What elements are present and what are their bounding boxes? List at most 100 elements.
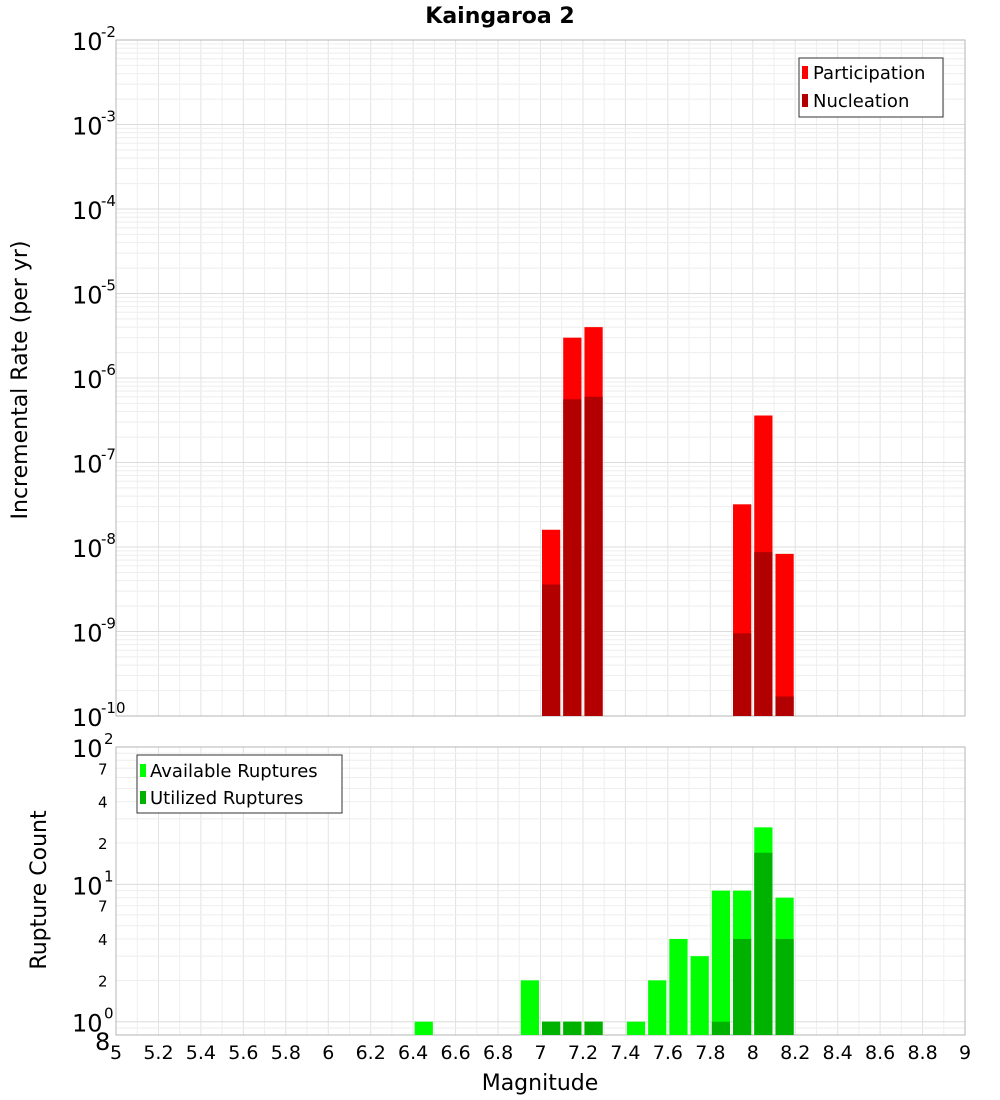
plot-frame xyxy=(115,746,966,1036)
bottom-legend: Available Ruptures Utilized Ruptures xyxy=(136,754,343,814)
top-panel-bars xyxy=(542,327,794,716)
y-minor-tick-label: 7 xyxy=(98,760,108,778)
bar-nucleation xyxy=(542,584,561,716)
legend-label: Nucleation xyxy=(813,91,909,112)
y-tick-label: 10 1 xyxy=(72,867,114,900)
bar-available-ruptures xyxy=(690,956,709,1035)
bar-available-ruptures xyxy=(669,939,688,1035)
bar-nucleation xyxy=(584,396,603,716)
legend-swatch xyxy=(802,66,808,79)
x-tick-label: 8 xyxy=(747,1042,759,1064)
y-tick-label: 10-9 xyxy=(72,615,116,648)
y-tick-exponent: 2 xyxy=(104,730,114,748)
top-legend: Participation Nucleation xyxy=(798,57,944,118)
x-tick-label: 8.4 xyxy=(823,1042,853,1064)
x-tick-label: 5.4 xyxy=(186,1042,216,1064)
bar-nucleation xyxy=(733,633,752,716)
y-tick-exponent: -8 xyxy=(101,530,116,548)
x-tick-label: 6.8 xyxy=(483,1042,513,1064)
bar-available-ruptures xyxy=(520,980,539,1035)
x-tick-label: 5.6 xyxy=(228,1042,258,1064)
y-tick-base: 10 xyxy=(72,1010,103,1038)
x-tick-label: 5.8 xyxy=(271,1042,301,1064)
top-panel-grid xyxy=(115,39,966,717)
y-tick-label: 10-10 xyxy=(72,699,126,732)
y-tick-base: 10 xyxy=(72,704,103,732)
y-tick-exponent: -5 xyxy=(101,277,116,295)
y-tick-base: 10 xyxy=(72,197,103,225)
x-tick-label: 5 xyxy=(110,1042,122,1064)
x-tick-label: 6.4 xyxy=(398,1042,428,1064)
y-tick-base: 10 xyxy=(72,620,103,648)
y-minor-tick-label: 8 xyxy=(95,1028,110,1056)
bar-utilized-ruptures xyxy=(733,939,752,1035)
y-tick-exponent: -4 xyxy=(101,192,116,210)
y-tick-exponent: 0 xyxy=(104,1005,114,1023)
bar-nucleation xyxy=(754,552,773,716)
y-tick-exponent: -6 xyxy=(101,361,116,379)
y-tick-exponent: -2 xyxy=(101,23,116,41)
x-tick-label: 7.6 xyxy=(653,1042,683,1064)
bar-nucleation xyxy=(775,696,794,716)
bottom-y-axis-label: Rupture Count xyxy=(27,810,52,970)
legend-swatch xyxy=(140,791,146,804)
bar-nucleation xyxy=(563,399,582,716)
y-tick-base: 10 xyxy=(72,113,103,141)
x-tick-label: 6.2 xyxy=(356,1042,386,1064)
bar-available-ruptures xyxy=(626,1021,646,1035)
legend-swatch xyxy=(140,764,146,777)
bar-participation xyxy=(775,553,794,716)
y-tick-label: 10-7 xyxy=(72,446,116,479)
y-tick-label: 10-4 xyxy=(72,192,116,225)
y-tick-base: 10 xyxy=(72,366,103,394)
legend-label: Utilized Ruptures xyxy=(150,788,303,809)
y-tick-exponent: -7 xyxy=(101,446,116,464)
x-tick-label: 7 xyxy=(534,1042,546,1064)
y-minor-tick-label: 2 xyxy=(98,972,108,990)
y-tick-base: 10 xyxy=(72,28,103,56)
x-tick-label: 6.6 xyxy=(440,1042,470,1064)
x-tick-label: 8.6 xyxy=(865,1042,895,1064)
bar-available-ruptures xyxy=(414,1021,433,1035)
y-tick-label: 10-2 xyxy=(72,23,116,56)
y-tick-label: 10-5 xyxy=(72,277,116,310)
bar-utilized-ruptures xyxy=(584,1021,603,1035)
y-tick-label: 10 0 xyxy=(72,1005,114,1038)
x-tick-label: 8.2 xyxy=(780,1042,810,1064)
legend-swatch xyxy=(802,94,808,107)
x-tick-label: 7.8 xyxy=(695,1042,725,1064)
y-tick-exponent: -9 xyxy=(101,615,116,633)
top-y-axis-label: Incremental Rate (per yr) xyxy=(8,241,33,520)
x-tick-label: 5.2 xyxy=(143,1042,173,1064)
x-tick-label: 7.4 xyxy=(610,1042,640,1064)
bar-utilized-ruptures xyxy=(563,1021,582,1035)
bar-utilized-ruptures xyxy=(711,1021,731,1035)
legend-label: Available Ruptures xyxy=(150,761,318,782)
x-tick-label: 9 xyxy=(959,1042,971,1064)
y-minor-tick-label: 2 xyxy=(98,835,108,853)
y-tick-exponent: -3 xyxy=(101,108,116,126)
bar-utilized-ruptures xyxy=(754,852,773,1035)
bar-utilized-ruptures xyxy=(542,1021,561,1035)
y-tick-exponent: 1 xyxy=(104,867,114,885)
y-tick-base: 10 xyxy=(72,735,103,763)
legend-label: Participation xyxy=(813,63,925,84)
bottom-panel-bars xyxy=(414,827,794,1035)
y-tick-exponent: -10 xyxy=(101,699,126,717)
y-tick-label: 10 2 xyxy=(72,730,114,763)
plot-frame xyxy=(115,39,966,717)
y-tick-label: 10-3 xyxy=(72,108,116,141)
x-tick-label: 6 xyxy=(322,1042,334,1064)
y-tick-label: 10-8 xyxy=(72,530,116,563)
x-axis-label: Magnitude xyxy=(482,1071,599,1096)
bar-available-ruptures xyxy=(648,980,667,1035)
y-minor-tick-label: 4 xyxy=(98,931,108,949)
y-tick-base: 10 xyxy=(72,282,103,310)
chart-title: Kaingaroa 2 xyxy=(425,4,574,29)
x-tick-label: 7.2 xyxy=(568,1042,598,1064)
x-tick-labels: 5 5.2 5.4 5.6 5.8 6 6.2 6.4 6.6 6.8 7 7.2 7.4 7.6 7.8 8… xyxy=(110,1042,971,1064)
y-tick-label: 10-6 xyxy=(72,361,116,394)
